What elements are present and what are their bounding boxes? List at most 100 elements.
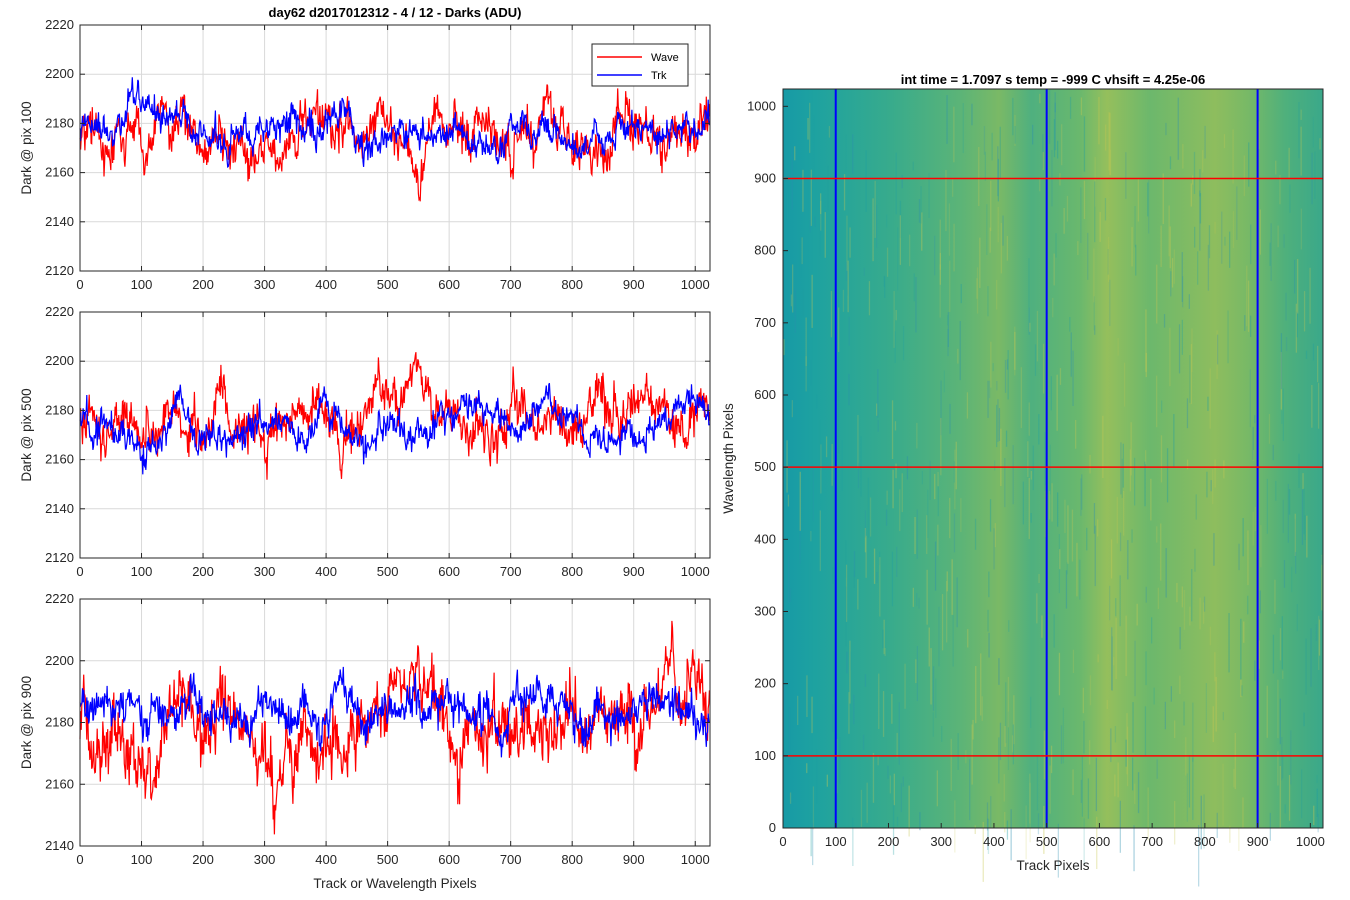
heatmap-streak [1028, 307, 1030, 335]
heatmap-streak [999, 126, 1001, 179]
heatmap-streak [1233, 768, 1235, 788]
heatmap-streak [999, 722, 1002, 761]
heatmap-streak [1089, 454, 1091, 474]
heatmap-streak [853, 694, 855, 725]
heatmap-streak [997, 146, 999, 197]
heatmap-streak [1157, 587, 1159, 609]
heatmap-streak [1183, 589, 1186, 630]
heatmap-streak [848, 316, 850, 346]
heatmap-streak [783, 195, 785, 252]
heatmap-streak [832, 567, 834, 584]
heatmap-streak [1170, 686, 1172, 702]
heatmap-streak [1312, 116, 1314, 148]
heatmap-streak [799, 237, 802, 278]
heatmap-streak [1223, 460, 1225, 479]
heatmap-streak [1089, 675, 1092, 706]
heatmap-streak [1053, 253, 1055, 286]
heatmap-streak [1076, 542, 1078, 597]
x-tick-label: 600 [438, 564, 460, 579]
heatmap-streak [801, 237, 803, 265]
heatmap-streak [921, 471, 923, 485]
heatmap-streak [1309, 267, 1311, 324]
heatmap-streak [1302, 473, 1304, 490]
heatmap-streak [1156, 264, 1158, 324]
heatmap-streak [929, 460, 931, 500]
heatmap-streak [982, 821, 984, 882]
heatmap-streak [1115, 617, 1117, 680]
heatmap-streak [816, 394, 818, 409]
x-tick-label: 0 [76, 564, 83, 579]
heatmap-streak [845, 564, 848, 622]
heatmap-streak [1282, 499, 1284, 534]
heatmap-streak [1176, 583, 1178, 603]
heatmap-streak [1014, 115, 1016, 146]
axes-box [79, 24, 711, 272]
heatmap-x-axis-label: Track Pixels [1016, 858, 1089, 873]
x-tick-label: 800 [1194, 834, 1216, 849]
heatmap-streak [988, 632, 990, 658]
heatmap-streak [1064, 499, 1066, 533]
heatmap-streak [865, 535, 867, 578]
heatmap-streak [873, 548, 876, 584]
heatmap-streak [830, 291, 833, 338]
heatmap-streak [1300, 109, 1302, 120]
heatmap-streak [908, 785, 910, 837]
heatmap-streak [1069, 317, 1071, 332]
heatmap-streak [1160, 523, 1162, 581]
heatmap-streak [991, 132, 993, 161]
heatmap-streak [1277, 751, 1279, 786]
heatmap-streak [1285, 337, 1288, 352]
heatmap-streak [1280, 352, 1282, 410]
heatmap-streak [1029, 782, 1031, 843]
heatmap-streak [1094, 525, 1096, 587]
heatmap-streak [1189, 606, 1191, 626]
heatmap-streak [1004, 726, 1006, 747]
heatmap-streak [921, 212, 923, 251]
heatmap-streak [926, 569, 928, 625]
heatmap-streak [857, 414, 859, 469]
heatmap-streak [831, 444, 833, 486]
heatmap-streak [1199, 597, 1201, 630]
heatmap-streak [984, 151, 986, 181]
heatmap-streak [918, 597, 920, 609]
heatmap-streak [957, 733, 959, 770]
x-tick-label: 1000 [681, 852, 710, 867]
heatmap-streak [1162, 173, 1164, 224]
heatmap-streak [1181, 252, 1183, 302]
heatmap-streak [937, 486, 939, 517]
heatmap-streak [833, 477, 835, 535]
heatmap-streak [1170, 271, 1172, 297]
heatmap-streak [987, 818, 990, 854]
heatmap-streak [1108, 112, 1110, 171]
heatmap-streak [1106, 700, 1108, 709]
heatmap-streak [1301, 769, 1303, 819]
heatmap-streak [869, 497, 872, 537]
heatmap-streak [1212, 706, 1214, 743]
heatmap-streak [950, 738, 952, 791]
heatmap-streak [1004, 458, 1006, 508]
heatmap-streak [884, 648, 886, 657]
heatmap-streak [1134, 206, 1136, 248]
heatmap-streak [997, 207, 999, 243]
heatmap-streak [892, 800, 895, 855]
heatmap-streak [913, 273, 915, 302]
heatmap-streak [832, 650, 835, 698]
heatmap-streak [1192, 757, 1194, 820]
heatmap-streak [1243, 155, 1245, 197]
heatmap-streak [1213, 533, 1215, 566]
heatmap-streak [1007, 711, 1010, 771]
legend-label-trk: Trk [651, 70, 667, 82]
heatmap-streak [988, 571, 990, 598]
heatmap-streak [877, 369, 879, 418]
heatmap-streak [1316, 788, 1318, 817]
heatmap-streak [1123, 491, 1125, 536]
heatmap-streak [853, 570, 855, 588]
x-tick-label: 600 [438, 277, 460, 292]
x-tick-label: 0 [76, 852, 83, 867]
heatmap-streak [853, 551, 856, 578]
heatmap-streak [1131, 227, 1133, 267]
heatmap-streak [1238, 827, 1240, 851]
heatmap-streak [941, 594, 944, 651]
heatmap-streak [841, 440, 843, 491]
heatmap-streak [825, 436, 828, 458]
